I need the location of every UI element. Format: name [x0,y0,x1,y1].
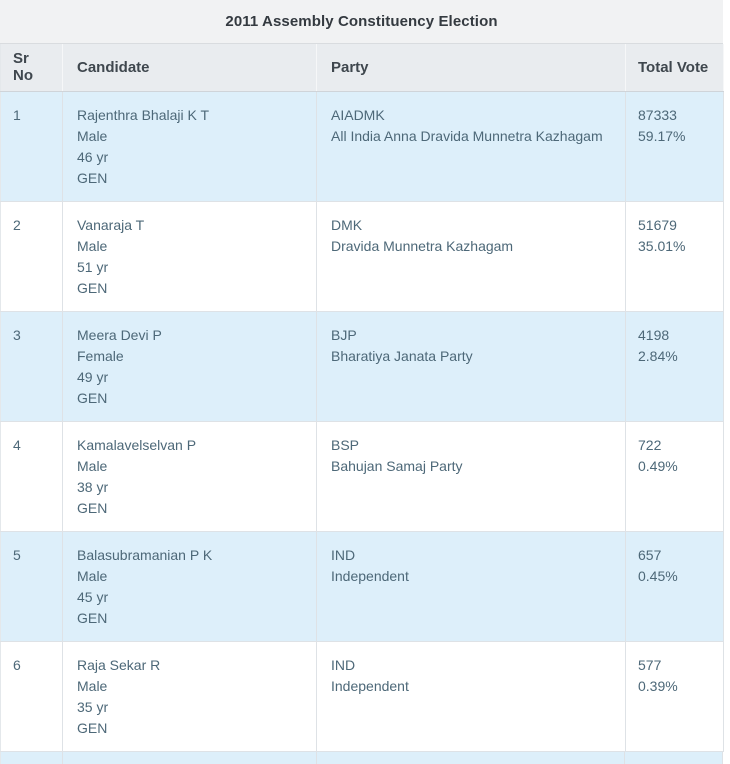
candidate-age: 38 yr [77,478,109,495]
cell-total-vote: 657 0.45% [625,531,724,642]
column-header-party: Party [316,44,626,92]
party-full-name: Bahujan Samaj Party [331,457,463,474]
candidate-name: Vanaraja T [77,216,145,233]
page-title: 2011 Assembly Constituency Election [0,0,723,44]
vote-percent: 35.01% [638,237,686,254]
sr-no-value: 5 [13,546,21,563]
party-abbr: BJP [331,326,357,343]
party-full-name: Dravida Munnetra Kazhagam [331,237,514,254]
candidate-name: Raja Sekar R [77,656,161,673]
vote-percent: 0.49% [638,457,678,474]
table-header: Sr No Candidate Party Total Vote [0,44,724,92]
cell-party: BJP Bharatiya Janata Party [316,311,626,422]
candidate-gender: Male [77,677,108,694]
candidate-gender: Male [77,127,108,144]
cell-candidate: Raja Sekar R Male 35 yr GEN [62,641,317,752]
candidate-category: GEN [77,499,108,516]
cell-total-vote: 87333 59.17% [625,91,724,202]
sr-no-value: 2 [13,216,21,233]
cell-sr-no: 5 [0,531,63,642]
candidate-gender: Male [77,567,108,584]
vote-count: 722 [638,436,662,453]
candidate-age: 46 yr [77,148,109,165]
table-row: 1 Rajenthra Bhalaji K T Male 46 yr GEN A… [0,91,724,202]
candidate-gender: Male [77,237,108,254]
candidate-category: GEN [77,279,108,296]
vote-percent: 59.17% [638,127,686,144]
candidate-name: Meera Devi P [77,326,162,343]
vote-count: 4198 [638,326,670,343]
column-header-total-vote: Total Vote [625,44,724,92]
candidate-category: GEN [77,719,108,736]
candidate-age: 45 yr [77,588,109,605]
cell-party: BSP Bahujan Samaj Party [316,421,626,532]
candidate-age: 49 yr [77,368,109,385]
vote-count: 51679 [638,216,677,233]
cell-candidate: Rajenthra Bhalaji K T Male 46 yr GEN [62,91,317,202]
candidate-name: Balasubramanian P K [77,546,213,563]
party-abbr: BSP [331,436,360,453]
cell-sr-no: 2 [0,201,63,312]
vote-percent: 2.84% [638,347,678,364]
candidate-age: 51 yr [77,258,109,275]
sr-no-value: 1 [13,106,21,123]
vote-count: 577 [638,656,662,673]
cell-total-vote: 51679 35.01% [625,201,724,312]
party-abbr: AIADMK [331,106,385,123]
cell-total-vote: 722 0.49% [625,421,724,532]
table-row: 5 Balasubramanian P K Male 45 yr GEN IND… [0,531,724,642]
table-row: 2 Vanaraja T Male 51 yr GEN DMK Dravida … [0,201,724,312]
cell-sr-no: 1 [0,91,63,202]
sr-no-value: 6 [13,656,21,673]
candidate-name: Rajenthra Bhalaji K T [77,106,210,123]
party-full-name: All India Anna Dravida Munnetra Kazhagam [331,127,603,144]
party-abbr: IND [331,656,356,673]
vote-percent: 0.45% [638,567,678,584]
candidate-gender: Female [77,347,124,364]
cell-candidate: Kamalavelselvan P Male 38 yr GEN [62,421,317,532]
results-table: Sr No Candidate Party Total Vote 1 Rajen… [0,44,724,752]
column-header-candidate: Candidate [62,44,317,92]
party-full-name: Independent [331,677,409,694]
candidate-category: GEN [77,389,108,406]
candidate-category: GEN [77,169,108,186]
cell-total-vote: 577 0.39% [625,641,724,752]
party-abbr: DMK [331,216,363,233]
party-abbr: IND [331,546,356,563]
cell-sr-no: 4 [0,421,63,532]
vote-count: 657 [638,546,662,563]
cell-party: IND Independent [316,531,626,642]
cell-party: DMK Dravida Munnetra Kazhagam [316,201,626,312]
cell-candidate: Vanaraja T Male 51 yr GEN [62,201,317,312]
cell-party: AIADMK All India Anna Dravida Munnetra K… [316,91,626,202]
table-row: 3 Meera Devi P Female 49 yr GEN BJP Bhar… [0,311,724,422]
sr-no-value: 3 [13,326,21,343]
cell-candidate: Balasubramanian P K Male 45 yr GEN [62,531,317,642]
candidate-name: Kamalavelselvan P [77,436,197,453]
vote-count: 87333 [638,106,677,123]
table-body: 1 Rajenthra Bhalaji K T Male 46 yr GEN A… [0,91,724,752]
cell-sr-no: 6 [0,641,63,752]
table-row: 6 Raja Sekar R Male 35 yr GEN IND Indepe… [0,641,724,752]
party-full-name: Bharatiya Janata Party [331,347,473,364]
cell-sr-no: 3 [0,311,63,422]
column-header-sr-no: Sr No [0,44,63,92]
candidate-gender: Male [77,457,108,474]
sr-no-value: 4 [13,436,21,453]
cell-candidate: Meera Devi P Female 49 yr GEN [62,311,317,422]
party-full-name: Independent [331,567,409,584]
table-row: 4 Kamalavelselvan P Male 38 yr GEN BSP B… [0,421,724,532]
vote-percent: 0.39% [638,677,678,694]
cell-party: IND Independent [316,641,626,752]
candidate-age: 35 yr [77,698,109,715]
candidate-category: GEN [77,609,108,626]
cell-total-vote: 4198 2.84% [625,311,724,422]
